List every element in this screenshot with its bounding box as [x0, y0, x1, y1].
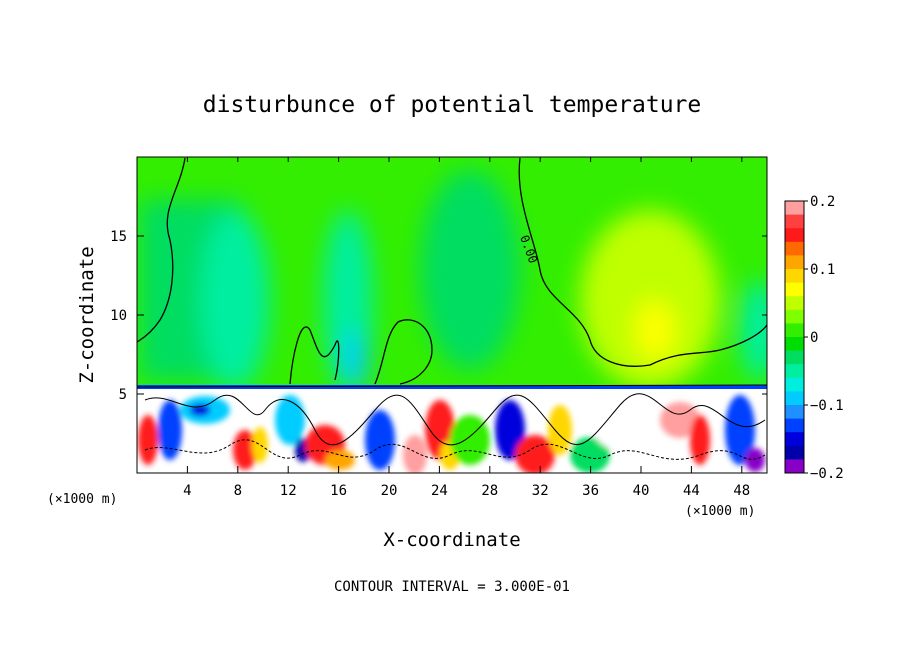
colorbar-swatch [785, 391, 804, 406]
colorbar-swatch [785, 418, 804, 433]
colorbar-swatch [785, 309, 804, 324]
chart-title: disturbunce of potential temperature [203, 92, 702, 118]
colorbar-swatch [785, 282, 804, 297]
y-axis-ticks: 5 10 15 [110, 229, 767, 403]
turb-red-2 [233, 430, 257, 470]
colorbar-swatch [785, 269, 804, 284]
field-blob-green-right [420, 170, 520, 370]
colorbar [785, 201, 804, 474]
contour-left [137, 157, 186, 343]
field-blob-teal-mid [343, 330, 367, 390]
turb-red-6 [690, 415, 710, 465]
y-tick-label: 5 [119, 387, 127, 403]
colorbar-swatch [785, 214, 804, 229]
colorbar-swatch [785, 255, 804, 270]
turb-blue-1 [158, 400, 182, 460]
colorbar-tick-label: −0.2 [810, 466, 844, 482]
colorbar-ticks: 0.2 0.1 0 −0.1 −0.2 [804, 194, 844, 482]
x-tick-label: 28 [481, 483, 498, 499]
colorbar-tick-label: 0.1 [810, 262, 835, 278]
x-tick-label: 24 [431, 483, 448, 499]
colorbar-tick-label: −0.1 [810, 398, 844, 414]
colorbar-swatch [785, 405, 804, 420]
turb-purple-1 [745, 448, 765, 472]
colorbar-swatch [785, 364, 804, 379]
turb-white-1 [590, 390, 650, 450]
x-tick-label: 16 [330, 483, 347, 499]
colorbar-swatch [785, 350, 804, 365]
colorbar-swatch [785, 337, 804, 352]
field-blob-cyan-left [200, 210, 270, 390]
contour-right [518, 157, 767, 367]
x-tick-label: 12 [280, 483, 297, 499]
x-unit-left: (×1000 m) [47, 492, 117, 507]
turb-cyan-2 [275, 395, 305, 445]
x-tick-label: 44 [683, 483, 700, 499]
colorbar-swatch [785, 228, 804, 243]
colorbar-tick-label: 0.2 [810, 194, 835, 210]
turb-blue-5 [495, 400, 525, 460]
colorbar-swatch [785, 323, 804, 338]
turb-contour-1 [144, 393, 766, 446]
colorbar-swatch [785, 201, 804, 216]
x-tick-label: 4 [183, 483, 191, 499]
contour-interval-note: CONTOUR INTERVAL = 3.000E-01 [334, 579, 570, 595]
colorbar-swatch [785, 241, 804, 256]
contour-mid-bump [289, 326, 340, 385]
field-blob-cyan-right [740, 280, 767, 380]
turb-green-2 [570, 437, 610, 473]
x-tick-label: 48 [733, 483, 750, 499]
field-blob-yellow-right [635, 300, 675, 360]
colorbar-swatch [785, 377, 804, 392]
contour-center-bump [374, 319, 433, 385]
turb-yellow-1 [252, 427, 268, 463]
y-tick-label: 15 [110, 229, 127, 245]
x-tick-label: 20 [381, 483, 398, 499]
x-axis-label: X-coordinate [383, 529, 520, 551]
x-axis-ticks: 4 8 12 16 20 24 28 32 36 40 44 48 [183, 157, 750, 499]
turb-red-5 [515, 435, 555, 473]
colorbar-swatch [785, 459, 804, 474]
turb-yellow-2 [325, 450, 355, 470]
colorbar-swatch [785, 432, 804, 447]
colorbar-swatch [785, 445, 804, 460]
turb-yellow-4 [548, 405, 572, 455]
y-tick-label: 10 [110, 308, 127, 324]
x-tick-label: 8 [234, 483, 242, 499]
colorbar-swatch [785, 296, 804, 311]
field-blob-yellowgreen-right [580, 210, 720, 390]
x-unit-right: (×1000 m) [685, 504, 755, 519]
field-plot [137, 157, 767, 473]
x-tick-label: 36 [582, 483, 599, 499]
turb-pink-1 [403, 435, 427, 473]
turb-red-1 [138, 415, 158, 465]
x-tick-label: 32 [532, 483, 549, 499]
turbulent-layer [137, 386, 767, 473]
turb-blue-6 [725, 395, 755, 465]
turb-blue-2 [190, 404, 210, 416]
turb-contour-2 [144, 439, 766, 460]
interface-band [137, 384, 767, 389]
turb-blue-4 [365, 410, 395, 470]
colorbar-tick-label: 0 [810, 330, 818, 346]
x-tick-label: 40 [633, 483, 650, 499]
y-axis-label: Z-coordinate [76, 246, 98, 383]
